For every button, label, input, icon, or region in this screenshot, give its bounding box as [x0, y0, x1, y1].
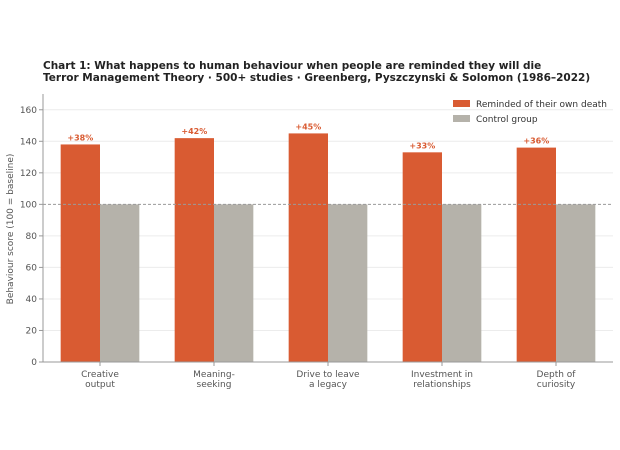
x-tick-label: Investment in relationships — [411, 370, 473, 390]
bar-control — [100, 204, 140, 362]
data-label: +36% — [523, 137, 549, 146]
y-tick-label: 20 — [26, 326, 38, 336]
data-label: +33% — [409, 141, 435, 150]
y-tick-label: 60 — [26, 263, 38, 273]
bar-reminded — [288, 133, 328, 362]
x-tick-label-line: Creative — [81, 370, 119, 380]
data-label: +42% — [181, 127, 207, 136]
y-tick-label: 100 — [20, 200, 37, 210]
bar-reminded — [402, 152, 442, 362]
x-tick-label: Creative output — [81, 370, 119, 390]
y-tick-label: 140 — [20, 137, 37, 147]
x-tick-label: Depth of curiosity — [537, 370, 577, 390]
legend-swatch — [453, 100, 470, 107]
chart-title: Chart 1: What happens to human behaviour… — [43, 60, 541, 72]
x-tick-label-line: Depth of — [537, 370, 577, 380]
data-label: +45% — [295, 122, 321, 131]
bar-layer: +38% +42% +45% +33% +36% — [43, 122, 613, 362]
x-tick-label-line: Drive to leave — [296, 370, 360, 380]
x-tick-label-line: a legacy — [309, 380, 348, 390]
chart-subtitle: Terror Management Theory · 500+ studies … — [43, 72, 590, 84]
x-tick-label-line: Meaning- — [193, 370, 235, 380]
legend: Reminded of their own death Control group — [453, 100, 607, 125]
y-tick-label: 160 — [20, 106, 37, 116]
bar-reminded — [60, 144, 100, 362]
x-tick-label-line: relationships — [413, 380, 471, 390]
y-tick-label: 120 — [20, 169, 37, 179]
x-tick-label-line: seeking — [197, 380, 232, 390]
y-tick-label: 40 — [26, 295, 38, 305]
x-tick-label-line: Investment in — [411, 370, 473, 380]
bar-reminded — [174, 138, 214, 362]
bar-control — [214, 204, 254, 362]
x-tick-label-line: output — [85, 380, 115, 390]
x-tick-label-line: curiosity — [537, 380, 576, 390]
legend-label: Control group — [476, 115, 538, 125]
data-label: +38% — [67, 133, 93, 142]
y-tick-label: 0 — [31, 358, 37, 368]
bar-control — [556, 204, 596, 362]
legend-swatch — [453, 115, 470, 122]
axis-layer: 0 20 40 60 80 100 120 140 160 Creative output Meani… — [20, 94, 613, 390]
bar-control — [328, 204, 368, 362]
x-tick-label: Drive to leave a legacy — [296, 370, 360, 390]
y-axis-label: Behaviour score (100 = baseline) — [6, 154, 16, 305]
legend-label: Reminded of their own death — [476, 100, 607, 110]
bar-reminded — [516, 147, 556, 362]
bar-control — [442, 204, 482, 362]
y-tick-label: 80 — [26, 232, 38, 242]
x-tick-label: Meaning-seeking — [193, 370, 235, 390]
